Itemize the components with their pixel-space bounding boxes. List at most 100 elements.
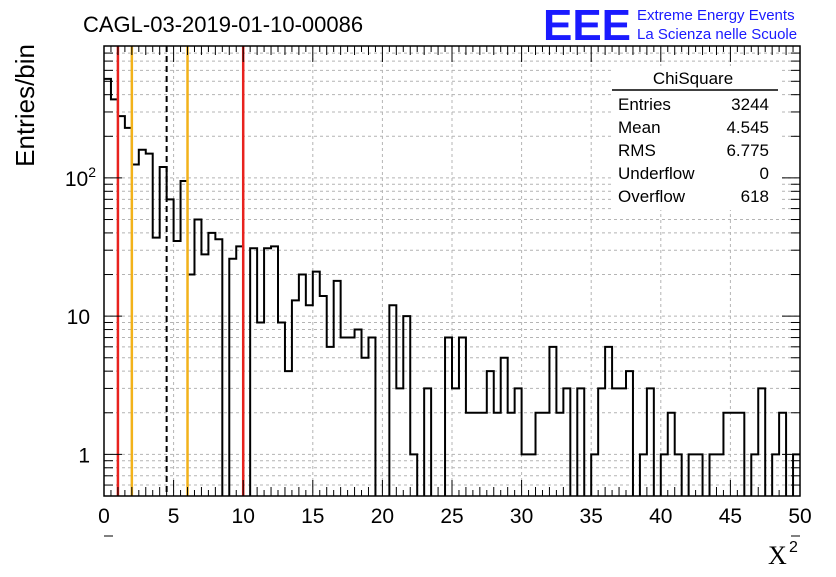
y-tick-label: 10 [67,306,90,329]
histogram-bin [723,413,730,496]
histogram-bin [556,413,563,496]
histogram-bin [730,413,737,496]
x-axis-title-main: X [768,541,787,570]
x-tick-label: 30 [510,505,533,528]
histogram-bin [403,316,410,496]
stats-row-label: Mean [618,118,661,137]
histogram-bin [250,248,257,496]
histogram-bin [710,454,717,496]
histogram-bin [563,388,570,496]
x-tick-label: 50 [788,505,811,528]
histogram-bin [501,358,508,496]
histogram-bin [626,371,633,496]
histogram-bin [174,241,181,496]
histogram-bin [522,454,529,496]
marker-lines-layer [116,46,245,496]
x-tick-label: 10 [232,505,255,528]
y-axis-title: Entries/bin [10,44,40,167]
x-tick-label: 0 [98,505,110,528]
histogram-bin [104,79,111,496]
histogram-bin [355,330,362,496]
histogram-bin [640,454,647,496]
histogram-bin [229,259,236,496]
histogram-bin [529,454,536,496]
histogram-bin [696,454,703,496]
histogram-bin [299,275,306,496]
histogram-bin [445,338,452,496]
stats-row-label: Entries [618,95,671,114]
eee-logo-letters: EEE [543,1,631,50]
x-tick-label: 25 [440,505,463,528]
x-axis-title-superscript: 2 [789,539,798,556]
histogram-bin [327,347,334,496]
histogram-bin [362,358,369,496]
histogram-bin [716,454,723,496]
stats-box-title: ChiSquare [653,69,733,88]
histogram-bin [389,305,396,496]
histogram-bin [396,388,403,496]
histogram-bin [737,413,744,496]
histogram-bin [334,281,341,496]
y-tick-label-exponent: 2 [88,164,96,180]
histogram-bin [591,454,598,496]
histogram-bin [619,388,626,496]
eee-logo-line1: Extreme Energy Events [637,7,795,24]
histogram-bin [494,413,501,496]
x-tick-label: 35 [580,505,603,528]
x-axis-title: X 2 [768,539,798,570]
histogram-bin [139,150,146,496]
histogram-bin [292,300,299,496]
x-tick-label: 5 [168,505,180,528]
stats-row-value: 618 [741,187,769,206]
histogram-bin [153,238,160,496]
histogram-bin [452,388,459,496]
histogram-bin [661,454,668,496]
histogram-bin [689,454,696,496]
histogram-bin [278,322,285,496]
y-tick-label-base: 10 [65,168,88,191]
stats-row-label: Underflow [618,164,695,183]
eee-logo: EEE Extreme Energy Events La Scienza nel… [543,1,797,50]
histogram-bin [515,388,522,496]
histogram-outline [104,77,800,496]
histogram-bin [487,371,494,496]
histogram-bin [508,413,515,496]
histogram-bin [215,239,222,496]
stats-row-value: 3244 [731,95,769,114]
histogram-bin [264,248,271,496]
stats-box: ChiSquare Entries 3244 Mean 4.545 RMS 6.775 Un… [612,66,780,210]
stats-box-rows: Entries 3244 Mean 4.545 RMS 6.775 Underflow 0 Ov… [618,95,769,206]
stats-row-value: 4.545 [726,118,769,137]
histogram-bin [668,413,675,496]
histogram-bin [647,388,654,496]
histogram-bin [459,338,466,496]
x-tick-label: 15 [301,505,324,528]
histogram-bin [257,322,264,496]
x-tick-label: 45 [719,505,742,528]
histogram-bin [675,454,682,496]
histogram-bin [577,388,584,496]
histogram-bin [612,388,619,496]
y-tick-label: 1 [78,444,90,467]
histogram-bin [542,413,549,496]
histogram-bin [473,413,480,496]
stats-row-value: 0 [760,164,769,183]
x-tick-label: 20 [371,505,394,528]
histogram-bin [167,199,174,496]
histogram-bin [306,305,313,496]
histogram-bin [424,388,431,496]
histogram-layer [104,77,800,496]
histogram-bin [146,154,153,496]
histogram-bin [410,454,417,496]
histogram-bin [285,371,292,496]
histogram-bin [536,413,543,496]
histogram-bin [772,454,779,496]
histogram-bin [313,272,320,496]
stats-row-label: RMS [618,141,656,160]
run-title: CAGL-03-2019-01-10-00086 [83,12,363,37]
histogram-bin [341,338,348,496]
histogram-bin [160,167,167,496]
